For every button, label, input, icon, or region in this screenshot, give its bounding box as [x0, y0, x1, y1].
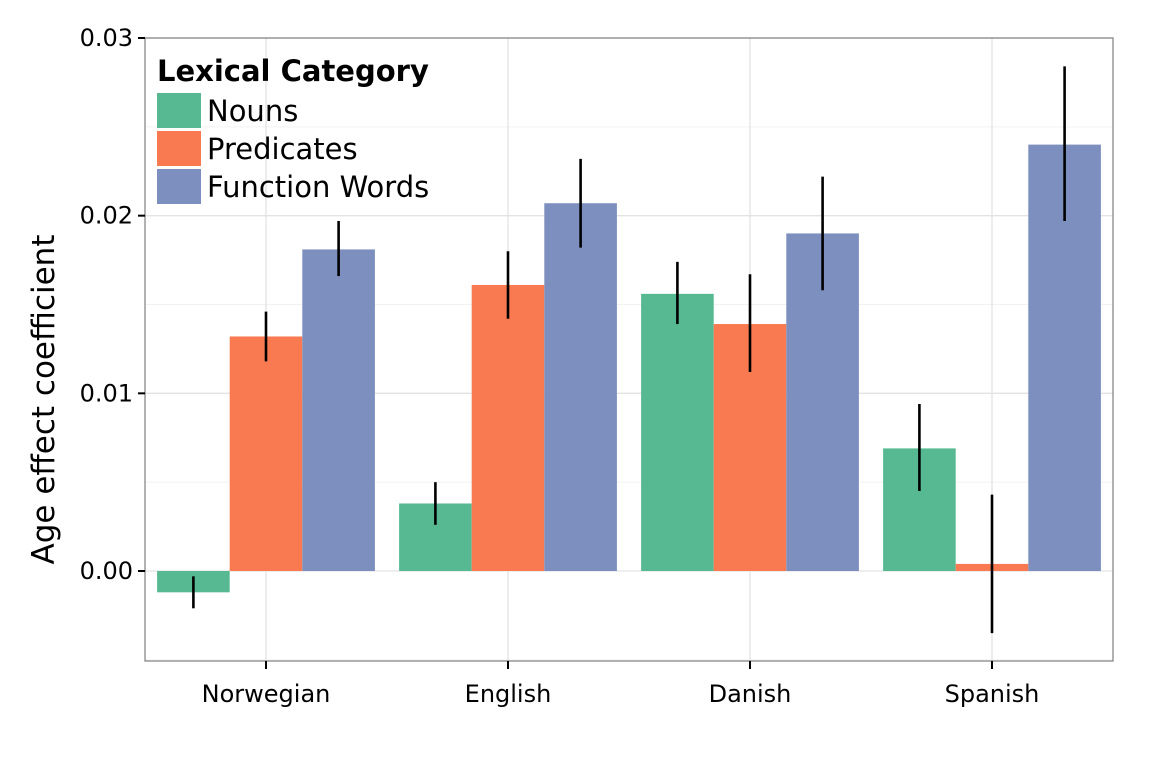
- legend-label: Predicates: [207, 132, 358, 166]
- y-tick-label: 0.00: [80, 557, 133, 585]
- bar: [302, 249, 375, 571]
- legend-label: Function Words: [207, 170, 429, 204]
- legend-label: Nouns: [207, 94, 298, 128]
- bar: [471, 284, 545, 571]
- x-tick-label: English: [465, 680, 552, 708]
- legend-swatch: [157, 169, 201, 204]
- legend-swatch: [157, 131, 201, 166]
- bars: [157, 144, 1101, 593]
- y-axis: 0.00 0.01 0.02 0.03: [80, 24, 145, 585]
- bar: [641, 293, 714, 571]
- x-axis: Norwegian English Danish Spanish: [202, 661, 1040, 708]
- error-bars: [192, 66, 1066, 634]
- y-tick-label: 0.01: [80, 379, 133, 407]
- legend: Lexical Category Nouns Predicates Function…: [157, 54, 429, 204]
- x-tick-label: Norwegian: [202, 680, 331, 708]
- plot-panel-border: [144, 37, 1114, 662]
- legend-title: Lexical Category: [157, 54, 429, 88]
- legend-swatch: [157, 93, 201, 128]
- y-tick-label: 0.02: [80, 202, 133, 230]
- x-tick-label: Danish: [709, 680, 792, 708]
- bar: [544, 203, 617, 572]
- y-axis-title: Age effect coefficient: [26, 235, 62, 565]
- x-tick-label: Spanish: [945, 680, 1040, 708]
- y-tick-label: 0.03: [80, 24, 133, 52]
- bar: [229, 336, 303, 571]
